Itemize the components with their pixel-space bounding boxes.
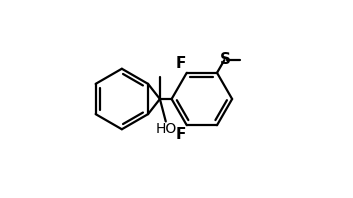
Text: F: F <box>176 55 186 70</box>
Text: HO: HO <box>156 122 177 136</box>
Text: S: S <box>220 52 231 67</box>
Text: F: F <box>176 128 186 143</box>
